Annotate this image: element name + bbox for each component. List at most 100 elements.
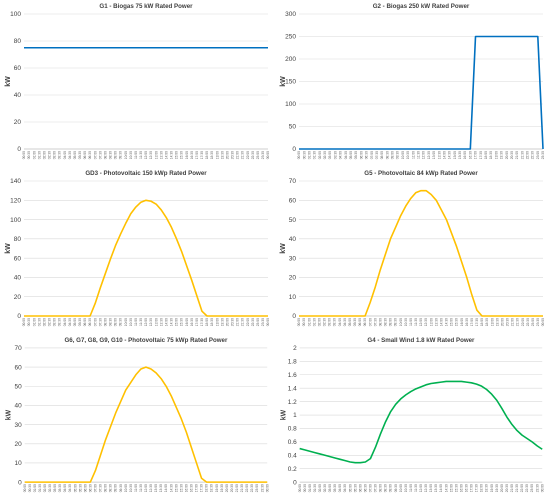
x-tick-label: 11:00 [134, 318, 138, 326]
x-tick-label: 18:30 [210, 484, 214, 492]
x-tick-label: 03:00 [53, 151, 57, 159]
x-tick-label: 12:00 [422, 151, 426, 159]
x-tick-label: 18:30 [485, 318, 489, 326]
x-tick-label: 19:00 [490, 484, 494, 492]
x-tick-label: 03:30 [58, 484, 62, 492]
y-tick-label: 100 [10, 217, 21, 224]
x-tick-label: 03:30 [333, 318, 337, 326]
x-tick-label: 05:00 [348, 318, 352, 326]
x-tick-label: 02:00 [42, 318, 46, 326]
x-tick-label: 02:00 [42, 151, 46, 159]
y-tick-label: 50 [289, 217, 297, 224]
x-tick-label: 22:30 [251, 318, 255, 326]
x-tick-label: 09:00 [389, 484, 393, 492]
x-tick-label: 19:00 [215, 484, 219, 492]
x-tick-label: 16:00 [184, 484, 188, 492]
y-tick-label: 80 [14, 236, 22, 243]
x-tick-label: 14:30 [444, 484, 448, 492]
x-tick-label: 01:30 [312, 318, 316, 326]
x-tick-label: 12:30 [149, 484, 153, 492]
x-tick-label: 20:00 [225, 318, 229, 326]
x-tick-label: 20:30 [510, 151, 514, 159]
x-tick-label: 03:30 [58, 318, 62, 326]
x-tick-label: 00:30 [302, 318, 306, 326]
x-tick-label: 20:00 [225, 151, 229, 159]
x-tick-label: 15:00 [450, 318, 454, 326]
x-tick-label: 12:30 [424, 318, 428, 326]
x-tick-label: 01:30 [37, 318, 41, 326]
x-tick-label: 19:30 [220, 151, 224, 159]
x-tick-label: 10:00 [401, 151, 405, 159]
x-tick-label: 21:30 [520, 151, 524, 159]
x-tick-label: 23:00 [530, 484, 534, 492]
y-axis-label: kW [5, 76, 12, 87]
x-tick-label: 19:30 [495, 318, 499, 326]
x-tick-label: 21:00 [510, 484, 514, 492]
x-tick-label: 01:30 [38, 484, 42, 492]
x-tick-label: 01:00 [33, 484, 37, 492]
x-tick-label: 07:00 [369, 484, 373, 492]
x-tick-label: 01:00 [307, 318, 311, 326]
x-tick-label: 21:00 [235, 484, 239, 492]
x-tick-label: 09:30 [396, 151, 400, 159]
x-tick-label: 10:00 [124, 484, 128, 492]
x-tick-label: 03:00 [328, 318, 332, 326]
x-tick-label: 13:00 [154, 318, 158, 326]
x-tick-label: 14:00 [439, 318, 443, 326]
x-tick-label: 02:30 [323, 318, 327, 326]
x-tick-label: 02:00 [318, 484, 322, 492]
x-tick-label: 21:00 [236, 318, 240, 326]
x-tick-label: 13:30 [434, 484, 438, 492]
x-tick-label: 12:00 [144, 151, 148, 159]
x-tick-label: 13:30 [437, 151, 441, 159]
x-tick-label: 22:00 [246, 151, 250, 159]
x-tick-label: 04:30 [343, 318, 347, 326]
x-tick-label: 22:00 [521, 318, 525, 326]
x-tick-label: 18:00 [205, 151, 209, 159]
x-tick-label: 17:00 [474, 151, 478, 159]
y-tick-label: 0.8 [288, 426, 297, 433]
x-tick-label: 22:30 [250, 484, 254, 492]
x-tick-label: 08:00 [104, 484, 108, 492]
x-tick-label: 00:00 [266, 318, 270, 326]
y-tick-label: 10 [289, 294, 297, 301]
x-tick-label: 12:30 [424, 484, 428, 492]
x-tick-label: 08:00 [379, 484, 383, 492]
x-tick-label: 13:00 [429, 484, 433, 492]
x-tick-label: 04:00 [63, 484, 67, 492]
x-tick-label: 19:00 [215, 151, 219, 159]
x-tick-label: 06:00 [83, 151, 87, 159]
x-tick-label: 09:00 [389, 318, 393, 326]
x-tick-label: 15:00 [175, 151, 179, 159]
x-tick-label: 13:30 [159, 318, 163, 326]
x-tick-label: 16:00 [185, 151, 189, 159]
x-tick-label: 15:30 [455, 318, 459, 326]
y-tick-label: 1.4 [288, 385, 297, 392]
chart-svg-g4: G4 - Small Wind 1.8 kW Rated Power kW 0 0.2… [281, 337, 545, 492]
y-tick-label: 40 [14, 275, 22, 282]
x-tick-label: 15:30 [179, 484, 183, 492]
x-tick-label: 07:30 [98, 318, 102, 326]
x-tick-label: 01:00 [307, 151, 311, 159]
x-tick-label: 02:30 [48, 484, 52, 492]
chart-title: G1 - Biogas 75 kW Rated Power [99, 3, 193, 10]
x-tick-label: 17:30 [200, 151, 204, 159]
y-tick-label: 60 [14, 255, 22, 262]
chart-title: G6, G7, G8, G9, G10 - Photovoltaic 75 kW… [65, 337, 228, 344]
x-tick-label: 07:30 [373, 318, 377, 326]
x-tick-label: 07:00 [93, 151, 97, 159]
y-tick-label: 0 [292, 313, 296, 320]
y-tick-label: 120 [10, 197, 21, 204]
x-tick-label: 12:00 [144, 318, 148, 326]
x-tick-label: 16:00 [460, 318, 464, 326]
x-tick-label: 03:00 [328, 151, 332, 159]
x-tick-label: 14:30 [448, 151, 452, 159]
x-tick-label: 00:00 [297, 318, 301, 326]
y-tick-label: 70 [15, 345, 23, 352]
x-tick-label: 23:30 [535, 484, 539, 492]
x-tick-label: 04:30 [68, 318, 72, 326]
x-tick-label: 09:00 [391, 151, 395, 159]
x-tick-label: 09:00 [114, 318, 118, 326]
x-tick-label: 17:00 [195, 318, 199, 326]
x-tick-label: 21:30 [241, 318, 245, 326]
